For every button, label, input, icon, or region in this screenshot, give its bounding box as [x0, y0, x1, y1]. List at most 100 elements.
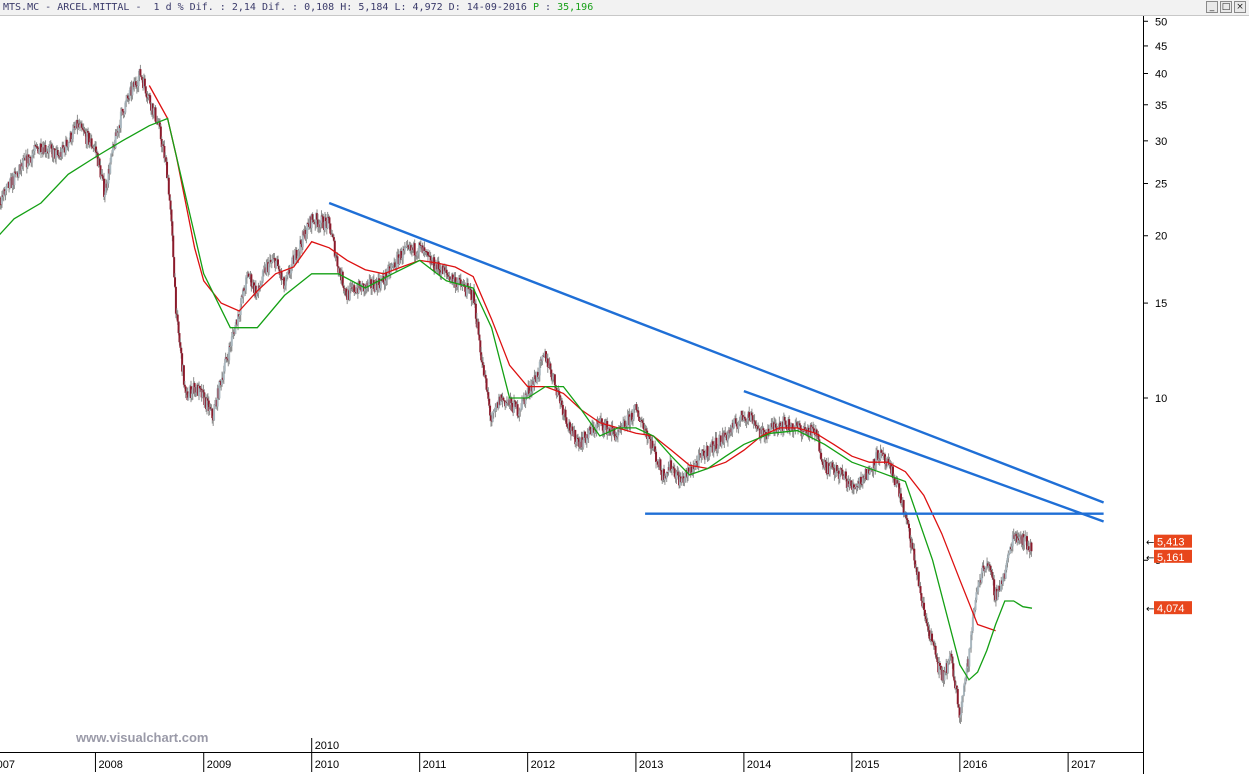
candle-body: [262, 269, 265, 271]
candle-body: [824, 460, 827, 462]
candle-body: [413, 243, 416, 256]
candle-body: [505, 402, 508, 407]
candle-body: [36, 146, 39, 149]
candle-body: [218, 380, 221, 399]
candle-body: [171, 221, 174, 236]
candle-body: [911, 542, 914, 549]
candle-body: [83, 130, 86, 132]
candle-body: [913, 548, 916, 561]
candle-body: [799, 425, 802, 431]
candle-body: [90, 138, 93, 147]
candle-body: [724, 432, 727, 437]
candle-body: [635, 404, 638, 410]
candle-body: [141, 77, 144, 81]
candle-body: [485, 378, 488, 390]
candle-body: [719, 435, 722, 446]
candle-body: [170, 209, 173, 222]
x-tick-label: 2011: [423, 759, 447, 771]
candle-body: [784, 420, 787, 425]
candle-body: [55, 150, 58, 159]
candle-body: [813, 428, 816, 433]
candle-body: [855, 486, 858, 490]
candle-body: [738, 421, 741, 425]
candle-body: [914, 560, 917, 568]
candle-body: [534, 375, 537, 380]
candle-body: [951, 656, 954, 664]
candle-body: [320, 215, 323, 223]
candle-body: [558, 391, 561, 396]
candle-body: [1007, 553, 1010, 559]
candle-body: [931, 641, 934, 643]
candle-body: [990, 570, 993, 573]
candle-body: [345, 288, 348, 296]
candle-body: [834, 472, 837, 475]
candle-body: [111, 144, 114, 153]
candle-body: [260, 284, 263, 287]
trendline-2[interactable]: [743, 389, 1105, 523]
candle-body: [13, 171, 16, 186]
candle-body: [178, 333, 181, 343]
candle-body: [852, 484, 855, 489]
candle-body: [316, 219, 319, 228]
candle-body: [863, 476, 866, 479]
y-tick-label: 45: [1155, 41, 1167, 53]
candle-body: [537, 372, 540, 378]
candle-body: [186, 391, 189, 401]
candle-body: [647, 435, 650, 439]
candle-body: [484, 374, 487, 379]
candle-body: [222, 371, 225, 380]
candle-body: [110, 154, 113, 163]
candle-body: [815, 429, 818, 437]
candle-body: [86, 130, 89, 144]
low-value: 4,972: [412, 2, 443, 13]
candle-body: [283, 277, 286, 289]
candle-body: [896, 480, 899, 484]
candle-body: [73, 126, 76, 129]
axis-labels: 5101520253035404550200720082009201020112…: [0, 16, 1167, 772]
candle-body: [98, 158, 101, 166]
candle-body: [647, 435, 650, 437]
candle-body: [276, 259, 279, 267]
candle-body: [331, 234, 334, 238]
candle-body: [640, 419, 643, 421]
candle-body: [621, 426, 624, 428]
candle-body: [312, 219, 315, 223]
close-button[interactable]: ×: [1234, 1, 1246, 13]
candle-body: [998, 585, 1001, 592]
candle-body: [492, 410, 495, 414]
candle-body: [62, 145, 65, 149]
candle-body: [450, 279, 453, 282]
candle-body: [739, 416, 742, 422]
candle-body: [680, 478, 683, 483]
candle-body: [706, 445, 709, 458]
candle-body: [471, 299, 474, 301]
minimize-button[interactable]: _: [1206, 1, 1218, 13]
candle-body: [124, 102, 127, 113]
trendline-1[interactable]: [328, 201, 1105, 504]
candle-body: [101, 174, 104, 177]
candle-body: [749, 412, 752, 421]
candle-body: [735, 423, 738, 427]
candle-body: [107, 168, 110, 184]
candle-body: [709, 445, 712, 452]
price-tags: ← 5,413← 5,161← 4,074: [1146, 534, 1192, 615]
x-tick-label: 2017: [1071, 759, 1095, 771]
candle-body: [80, 123, 83, 128]
candle-body: [510, 397, 513, 403]
candle-body: [353, 285, 356, 293]
candle-body: [165, 157, 168, 162]
candle-body: [48, 145, 51, 148]
candle-body: [395, 254, 398, 267]
candle-body: [169, 200, 172, 210]
candle-body: [794, 424, 797, 429]
candle-body: [163, 145, 166, 159]
candle-body: [969, 648, 972, 650]
candle-body: [370, 279, 373, 289]
candle-body: [984, 569, 987, 572]
candle-body: [924, 616, 927, 620]
candle-body: [190, 393, 193, 399]
candle-body: [206, 398, 209, 401]
candle-body: [181, 353, 184, 372]
restore-button[interactable]: □: [1220, 1, 1232, 13]
